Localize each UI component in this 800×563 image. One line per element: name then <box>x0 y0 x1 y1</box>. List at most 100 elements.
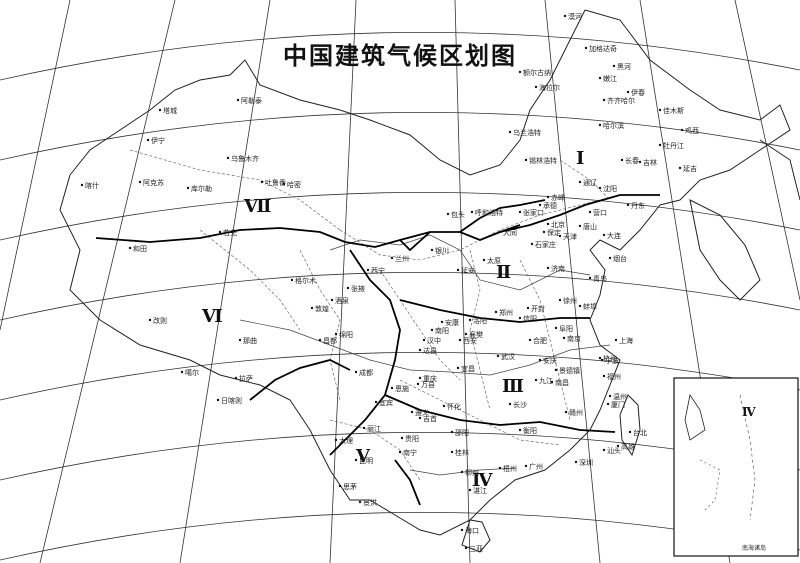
city-label: 青岛 <box>593 275 607 283</box>
city-label: 武汉 <box>501 353 515 361</box>
city-label: 南昌 <box>555 379 569 387</box>
city-dot <box>260 180 264 184</box>
province-line-7 <box>329 419 421 481</box>
parallel-0 <box>0 31 800 81</box>
city-label: 佳木斯 <box>663 107 684 115</box>
city-dot <box>526 306 530 310</box>
city-label: 丽江 <box>367 425 381 433</box>
city-dot <box>564 410 568 414</box>
city-dot <box>460 528 464 532</box>
city-label: 哈尔滨 <box>603 122 624 130</box>
city-label: 天津 <box>563 233 577 241</box>
city-dot <box>180 370 184 374</box>
province-line-5 <box>519 259 571 421</box>
city-dot <box>366 268 370 272</box>
japan-coast <box>759 139 800 201</box>
city-dot <box>234 376 238 380</box>
city-label: 宜昌 <box>461 365 475 373</box>
city-label: 格尔木 <box>295 277 316 285</box>
city-label: 台北 <box>633 429 647 437</box>
city-dot <box>186 186 190 190</box>
inset-islands <box>699 459 721 511</box>
city-dot <box>494 310 498 314</box>
city-dot <box>354 370 358 374</box>
meridian-2 <box>179 0 271 563</box>
city-dot <box>518 70 522 74</box>
city-label: 石家庄 <box>535 241 556 249</box>
city-dot <box>358 500 362 504</box>
city-label: 改则 <box>153 317 167 325</box>
city-label: 宜宾 <box>379 399 393 407</box>
city-label: 延吉 <box>683 165 697 173</box>
city-label: 郑州 <box>499 309 513 317</box>
inset-dashed-line <box>739 394 756 521</box>
parallel-4 <box>0 351 800 401</box>
zone-label-1: Ⅰ <box>576 148 585 169</box>
city-label: 遵义 <box>415 409 429 417</box>
city-label: 嫩江 <box>603 75 617 83</box>
city-dot <box>528 338 532 342</box>
meridian-7 <box>734 0 800 301</box>
city-label: 酒泉 <box>335 297 349 305</box>
coastline-and-borders <box>59 9 800 553</box>
city-dot <box>542 230 546 234</box>
city-label: 景德镇 <box>559 367 580 375</box>
city-label: 赤峰 <box>551 194 565 202</box>
city-dot <box>554 326 558 330</box>
city-label: 深圳 <box>579 459 593 467</box>
city-dot <box>450 450 454 454</box>
city-label: 塔城 <box>163 107 177 115</box>
city-label: 衡阳 <box>523 427 537 435</box>
city-dot <box>602 98 606 102</box>
city-dot <box>508 402 512 406</box>
city-label: 西宁 <box>371 267 385 275</box>
city-label: 福州 <box>607 373 621 381</box>
city-label: 赣州 <box>569 409 583 417</box>
province-line-2 <box>299 249 341 401</box>
city-dot <box>498 230 502 234</box>
city-dot <box>138 180 142 184</box>
city-dot <box>418 416 422 420</box>
city-label: 阿克苏 <box>143 179 164 187</box>
city-dot <box>158 108 162 112</box>
city-dot <box>450 430 454 434</box>
city-dot <box>620 158 624 162</box>
city-label: 成都 <box>359 369 373 377</box>
zone-boundary-5 <box>399 299 590 323</box>
city-dot <box>390 256 394 260</box>
city-dot <box>236 98 240 102</box>
city-label: 长春 <box>625 157 639 165</box>
city-dot <box>598 186 602 190</box>
meridian-3 <box>329 0 357 563</box>
zone-label-5: Ⅴ <box>356 446 370 467</box>
city-label: 景洪 <box>363 499 377 507</box>
city-label: 敦煌 <box>315 305 329 313</box>
city-label: 唐山 <box>583 223 597 231</box>
city-label: 海拉尔 <box>539 84 560 92</box>
province-line-0 <box>129 149 341 231</box>
city-dot <box>563 14 567 18</box>
city-dot <box>470 210 474 214</box>
city-dot <box>482 258 486 262</box>
city-dot <box>602 233 606 237</box>
city-dot <box>282 182 286 186</box>
zone-label-7: Ⅶ <box>244 196 272 217</box>
korean-peninsula <box>689 199 761 301</box>
province-line-9 <box>199 229 301 331</box>
city-label: 吐鲁番 <box>265 179 286 187</box>
meridian-1 <box>39 0 176 563</box>
city-dot <box>446 212 450 216</box>
city-label: 南阳 <box>435 327 449 335</box>
meridian-0 <box>0 0 71 331</box>
city-dot <box>598 76 602 80</box>
city-label: 伊宁 <box>151 137 165 145</box>
city-dot <box>468 318 472 322</box>
city-label: 济南 <box>551 265 565 273</box>
city-label: 海口 <box>465 527 479 535</box>
yangtze-river <box>239 319 611 376</box>
city-dot <box>606 402 610 406</box>
city-label: 汕头 <box>607 447 621 455</box>
city-dot <box>546 266 550 270</box>
meridian-4 <box>454 0 471 563</box>
